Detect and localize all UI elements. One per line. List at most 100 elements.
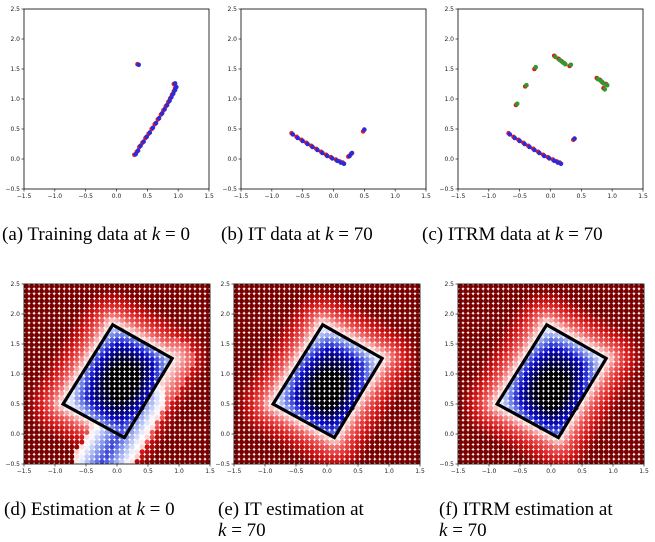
heatmap-cell	[284, 395, 290, 401]
heatmap-cell	[568, 454, 574, 460]
heatmap-cell	[389, 395, 395, 401]
heatmap-cell	[249, 395, 255, 401]
heatmap-cell	[483, 459, 489, 465]
heatmap-cell	[184, 308, 190, 314]
heatmap-cell	[384, 405, 390, 411]
heatmap-cell	[79, 386, 85, 392]
heatmap-cell	[289, 356, 295, 362]
heatmap-cell	[159, 293, 165, 299]
heatmap-cell	[523, 400, 529, 406]
heatmap-cell	[588, 410, 594, 416]
heatmap-cell	[204, 298, 211, 304]
heatmap-cell	[154, 288, 160, 294]
heatmap-cell	[468, 332, 474, 338]
heatmap-cell	[284, 322, 290, 328]
heatmap-cell	[473, 415, 479, 421]
heatmap-cell	[74, 356, 80, 362]
heatmap-cell	[159, 313, 165, 319]
heatmap-cell	[254, 415, 260, 421]
heatmap-cell	[124, 449, 130, 455]
heatmap-cell	[379, 293, 385, 299]
heatmap-cell	[259, 293, 265, 299]
heatmap-cell	[124, 439, 130, 445]
heatmap-cell	[264, 439, 270, 445]
heatmap-cell	[319, 390, 325, 397]
heatmap-cell	[114, 356, 120, 362]
heatmap-cell	[184, 283, 190, 289]
heatmap-cell	[119, 371, 125, 377]
heatmap-cell	[119, 347, 125, 353]
heatmap-cell	[329, 288, 335, 294]
heatmap-cell	[279, 298, 285, 304]
heatmap-cell	[294, 434, 300, 440]
heatmap-cell	[473, 395, 479, 401]
heatmap-cell	[284, 303, 290, 309]
heatmap-cell	[573, 351, 579, 358]
heatmap-cell	[238, 395, 245, 401]
heatmap-cell	[179, 293, 185, 299]
heatmap-cell	[79, 308, 85, 314]
heatmap-cell	[194, 293, 200, 299]
heatmap-cell	[339, 434, 345, 440]
y-tick-label: 0.5	[10, 126, 20, 133]
heatmap-cell	[244, 405, 250, 411]
heatmap-cell	[294, 288, 300, 294]
x-tick-label: −1.5	[234, 193, 249, 200]
heatmap-cell	[129, 317, 135, 324]
y-tick-label: 2.0	[444, 311, 454, 318]
heatmap-cell	[99, 313, 105, 319]
heatmap-cell	[299, 347, 305, 353]
heatmap-cell	[233, 381, 240, 387]
heatmap-cell	[74, 454, 80, 460]
heatmap-cell	[79, 347, 85, 353]
heatmap-cell	[94, 298, 100, 304]
heatmap-cell	[104, 454, 110, 460]
heatmap-cell	[149, 434, 155, 440]
heatmap-cell	[473, 351, 479, 358]
heatmap-cell	[344, 454, 350, 460]
heatmap-cell	[289, 327, 295, 333]
heatmap-cell	[334, 400, 340, 406]
heatmap-cell	[573, 327, 579, 333]
heatmap-cell	[279, 327, 285, 333]
heatmap-cell	[189, 303, 195, 309]
heatmap-cell	[462, 327, 469, 333]
heatmap-cell	[462, 303, 469, 309]
heatmap-cell	[603, 449, 609, 455]
heatmap-cell	[593, 381, 599, 387]
heatmap-cell	[568, 405, 574, 411]
heatmap-cell	[109, 405, 115, 411]
heatmap-cell	[238, 381, 245, 387]
heatmap-cell	[179, 283, 185, 289]
heatmap-cell	[533, 293, 539, 299]
heatmap-cell	[49, 415, 55, 421]
heatmap-cell	[274, 303, 280, 309]
heatmap-cell	[488, 332, 494, 338]
heatmap-cell	[174, 347, 180, 353]
heatmap-cell	[254, 313, 260, 319]
heatmap-cell	[354, 405, 360, 411]
heatmap-cell	[154, 390, 160, 397]
heatmap-cell	[493, 322, 499, 328]
heatmap-cell	[583, 322, 589, 328]
heatmap-cell	[233, 439, 240, 445]
heatmap-cell	[389, 342, 395, 348]
heatmap-cell	[364, 366, 370, 372]
heatmap-cell	[84, 283, 90, 289]
heatmap-cell	[329, 342, 335, 348]
heatmap-cell	[164, 313, 170, 319]
heatmap-cell	[354, 361, 360, 367]
heatmap-cell	[34, 337, 40, 343]
heatmap-cell	[324, 337, 330, 343]
heatmap-cell	[344, 386, 350, 392]
heatmap-cell	[104, 400, 110, 406]
heatmap-cell	[129, 444, 135, 450]
data-point	[329, 156, 335, 161]
heatmap-cell	[194, 332, 200, 338]
heatmap-cell	[399, 366, 405, 372]
heatmap-cell	[404, 288, 410, 294]
heatmap-cell	[144, 327, 150, 333]
heatmap-cell	[184, 366, 190, 372]
heatmap-cell	[638, 386, 645, 392]
heatmap-cell	[299, 386, 305, 392]
